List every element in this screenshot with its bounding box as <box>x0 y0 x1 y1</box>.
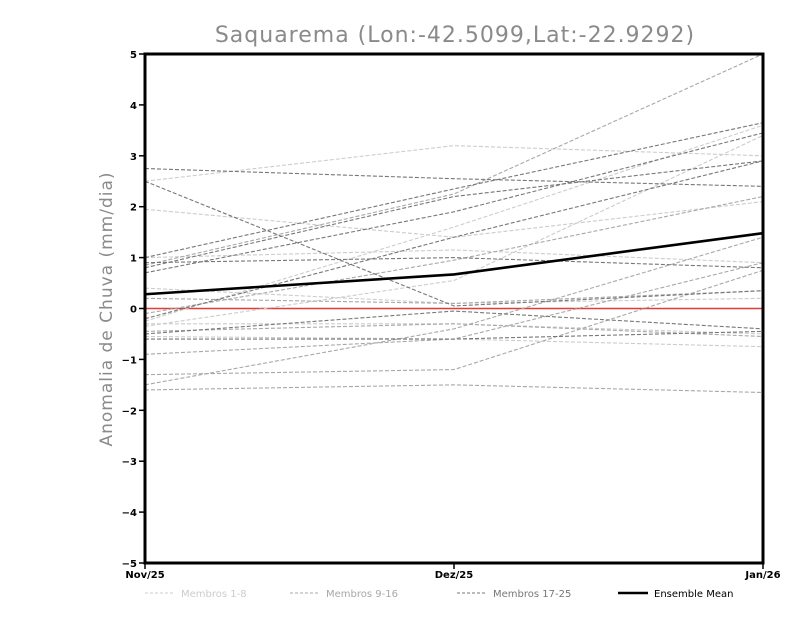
member-series-line <box>145 124 763 322</box>
legend-label: Membros 1-8 <box>181 589 247 600</box>
legend-label: Membros 17-25 <box>493 589 571 600</box>
member-series-line <box>145 167 763 187</box>
y-tick-label: 2 <box>130 203 137 214</box>
y-tick-label: −1 <box>122 355 137 366</box>
member-series-line <box>145 195 763 315</box>
chart-title: Saquarema (Lon:-42.5099,Lat:-22.9292) <box>215 23 695 48</box>
member-series-line <box>145 201 763 238</box>
y-tick-label: −3 <box>122 457 137 468</box>
series-group <box>145 54 763 394</box>
y-tick-label: −5 <box>122 559 137 570</box>
y-tick-label: −4 <box>122 508 137 519</box>
member-series-line <box>145 160 763 320</box>
member-series-line <box>145 330 763 340</box>
legend-label: Membros 9-16 <box>326 589 398 600</box>
member-series-line <box>145 290 763 304</box>
member-series-line <box>145 54 763 266</box>
y-tick-label: 3 <box>130 152 137 163</box>
y-tick-label: 1 <box>130 254 137 265</box>
y-tick-label: 0 <box>130 305 137 316</box>
member-series-line <box>145 122 763 259</box>
ensemble-mean-line <box>145 231 763 296</box>
member-series-line <box>145 269 763 376</box>
member-series-line <box>145 249 763 264</box>
y-axis-label: Anomalia de Chuva (mm/dia) <box>97 171 117 446</box>
y-tick-label: 4 <box>130 101 137 112</box>
member-series-line <box>145 236 763 386</box>
member-series-line <box>145 323 763 338</box>
member-series-line <box>145 134 763 327</box>
member-series-line <box>145 160 763 269</box>
y-tick-label: −2 <box>122 406 137 417</box>
member-series-line <box>145 180 763 307</box>
member-series-line <box>145 257 763 269</box>
x-tick-label: Nov/25 <box>125 570 164 581</box>
x-tick-label: Jan/26 <box>744 570 780 581</box>
member-series-line <box>145 335 763 348</box>
member-series-line <box>145 384 763 394</box>
legend-label: Ensemble Mean <box>654 589 733 600</box>
member-series-line <box>145 145 763 182</box>
member-series-line <box>145 310 763 335</box>
member-series-line <box>145 132 763 274</box>
legend: Membros 1-8 Membros 9-16 Membros 17-25 Ense… <box>145 589 733 600</box>
y-tick-label: 5 <box>130 50 137 61</box>
x-tick-label: Dez/25 <box>435 570 474 581</box>
plot-area: −5 −4 −3 −2 −1 0 1 2 3 4 5 Nov/25 Dez/25 Jan/26 <box>122 50 781 581</box>
